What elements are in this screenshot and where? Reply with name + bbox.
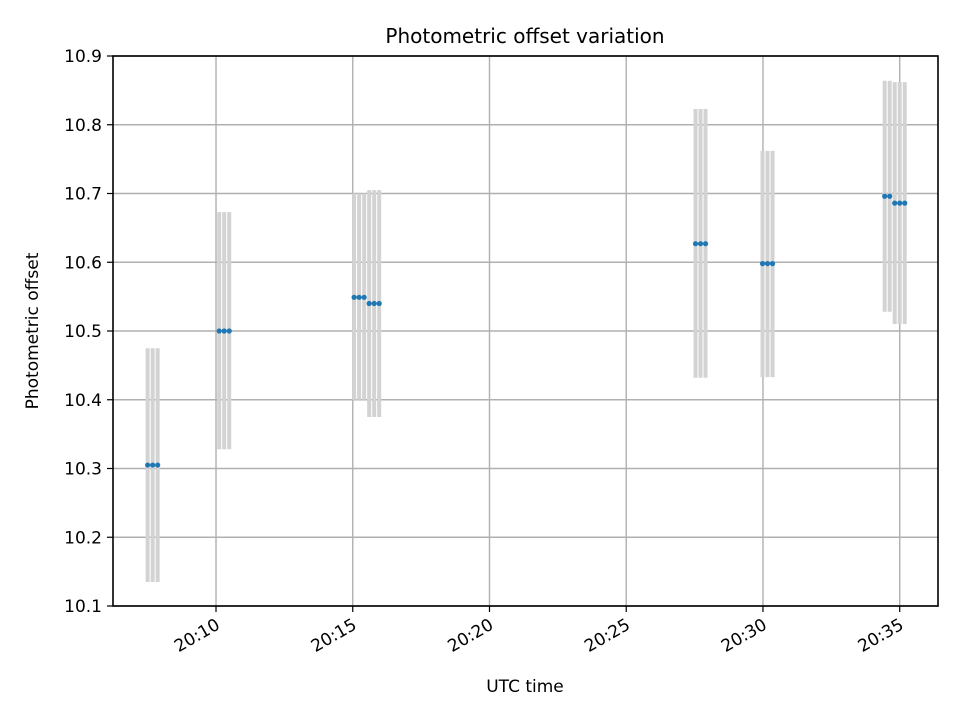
y-tick-label: 10.6 [64,253,102,273]
y-tick-label: 10.9 [64,47,102,67]
data-point [221,328,227,334]
data-point [764,261,771,267]
x-axis-label: UTC time [486,677,564,697]
data-point [376,300,382,307]
data-point [155,462,161,468]
data-point [882,193,888,199]
y-axis-label: Photometric offset [23,252,43,409]
data-point [702,241,709,247]
data-point [371,300,377,307]
y-axis-ticks: 10.1 10.2 10.3 10.4 10.5 10.6 10.7 10.8 10.9 [64,47,113,617]
data-point [897,200,903,206]
data-point [697,241,704,247]
data-point [356,294,362,300]
data-point [216,328,222,334]
data-point [366,300,372,307]
data-point [902,200,908,206]
data-point [769,261,776,267]
data-point [892,200,898,206]
y-tick-label: 10.2 [64,528,102,548]
y-tick-label: 10.8 [64,116,102,136]
data-point [351,294,357,300]
chart-title: Photometric offset variation [385,24,664,48]
y-tick-label: 10.4 [64,391,102,411]
data-point [692,241,699,247]
y-tick-label: 10.7 [64,185,102,205]
y-tick-label: 10.3 [64,460,102,480]
y-tick-label: 10.5 [64,322,102,342]
y-tick-label: 10.1 [64,597,102,617]
data-point [226,328,232,334]
data-points [145,193,908,468]
data-point [361,294,367,300]
data-point [887,193,893,199]
data-point [150,462,156,468]
data-point [145,462,151,468]
data-point [759,261,766,267]
